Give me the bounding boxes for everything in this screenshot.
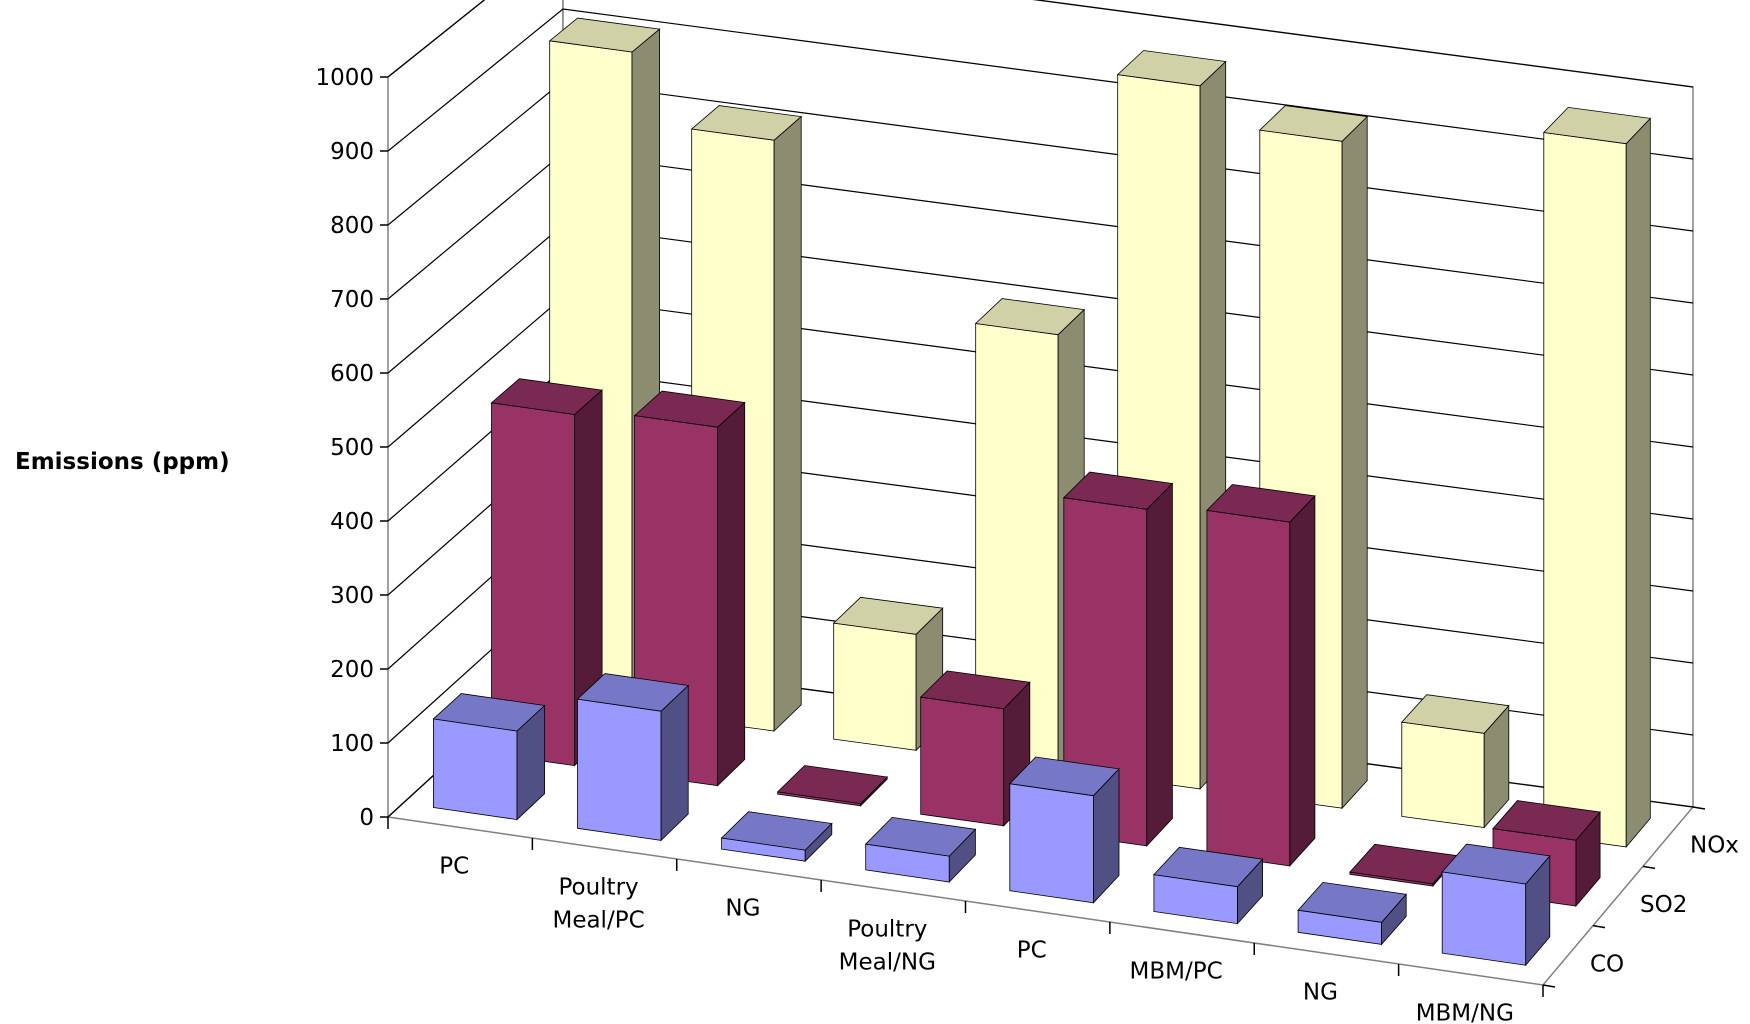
- bar-co-0: [432, 693, 546, 821]
- bar-top: [720, 811, 833, 851]
- bar-nox-2: [832, 596, 944, 752]
- bar-side: [1146, 482, 1173, 847]
- bar-front: [1009, 783, 1094, 904]
- x-tick-label-line: PC: [1017, 938, 1047, 964]
- y-tick-label: 600: [330, 361, 374, 387]
- bar-nox-7: [1542, 106, 1652, 848]
- bar-co-5: [1153, 846, 1264, 925]
- bar-top: [1258, 105, 1369, 142]
- gridline: [387, 8, 1694, 160]
- bar-side: [660, 684, 689, 842]
- bar-co-1: [576, 673, 690, 842]
- bar-front: [1543, 132, 1627, 848]
- x-tick-label: Poultry Meal/NG: [839, 917, 936, 976]
- bars: [432, 17, 1652, 967]
- bar-top: [1206, 484, 1316, 523]
- series-label-so2: SO2: [1640, 892, 1687, 918]
- bar-side: [717, 401, 746, 787]
- y-tick-labels: 0 100 200 300 400 500 600 700 800 900 1000: [315, 65, 374, 831]
- bar-front: [920, 696, 1005, 827]
- y-tick-label: 100: [330, 731, 374, 757]
- x-tick-label-line: MBM/PC: [1129, 959, 1222, 985]
- y-tick-label: 400: [330, 509, 374, 535]
- bar-top: [490, 378, 604, 415]
- bar-top: [1008, 756, 1120, 797]
- y-tick-label: 200: [330, 657, 374, 683]
- bar-front: [432, 718, 518, 821]
- bar-front: [577, 698, 662, 841]
- bar-top: [576, 673, 690, 712]
- x-tick-label: Poultry Meal/PC: [552, 875, 644, 934]
- x-tick-label-line: Poultry: [558, 875, 638, 901]
- bar-top: [1062, 471, 1174, 510]
- bar-top: [974, 298, 1086, 336]
- x-tick-label: PC: [439, 854, 469, 880]
- bar-top: [1116, 50, 1227, 87]
- bar-top: [432, 693, 546, 732]
- x-tick-label-line: NG: [725, 896, 760, 922]
- x-tick-labels: PC Poultry Meal/PC NG Poultry Meal/NG PC MBM/PC…: [439, 854, 1514, 1024]
- bar-side: [1625, 117, 1651, 848]
- x-tick-label-line: PC: [439, 854, 469, 880]
- series-label-nox: NOx: [1690, 833, 1739, 859]
- bar-co-6: [1297, 881, 1407, 946]
- bar-nox-6: [1400, 694, 1510, 829]
- bar-top: [548, 17, 661, 53]
- bar-co-3: [864, 816, 977, 883]
- z-tick-mark: [1542, 984, 1556, 988]
- x-tick-label: MBM/PC: [1129, 959, 1222, 985]
- bar-side: [773, 115, 802, 732]
- bar-top: [832, 596, 944, 635]
- bar-co-7: [1441, 843, 1551, 967]
- x-tick-label-line: MBM/NG: [1416, 1001, 1514, 1024]
- bar-top: [1297, 881, 1407, 923]
- bar-top: [1441, 843, 1551, 885]
- bar-so2-2: [776, 765, 889, 807]
- x-tick-label: NG: [725, 896, 760, 922]
- z-tick-mark: [1642, 865, 1656, 870]
- y-tick-label: 500: [330, 435, 374, 461]
- bar-side: [1289, 494, 1316, 867]
- y-tick-label: 900: [330, 139, 374, 165]
- bar-front: [1206, 509, 1291, 867]
- z-tick-mark: [1692, 806, 1706, 810]
- x-tick-label: PC: [1017, 938, 1047, 964]
- series-label-co: CO: [1590, 951, 1624, 977]
- y-tick-label: 1000: [315, 65, 374, 91]
- bar-co-2: [720, 811, 833, 863]
- z-tick-mark: [1592, 924, 1606, 929]
- bar-so2-0: [490, 378, 604, 767]
- x-tick-label: MBM/NG: [1416, 1001, 1514, 1024]
- bar-top: [1153, 846, 1264, 888]
- gridline: [387, 0, 1694, 88]
- bar-top: [633, 390, 746, 428]
- bar-top: [1542, 106, 1652, 145]
- series-depth-labels: CO SO2 NOx: [1590, 833, 1739, 978]
- bar-side: [1341, 115, 1368, 810]
- bar-co-4: [1008, 756, 1120, 904]
- bar-top: [864, 816, 977, 857]
- x-tick-label-line: Poultry: [847, 917, 927, 943]
- bar-top: [919, 670, 1031, 710]
- x-tick-label: NG: [1303, 980, 1338, 1006]
- x-tick-label-line: NG: [1303, 980, 1338, 1006]
- y-tick-label: 800: [330, 213, 374, 239]
- bar-top: [1400, 694, 1510, 734]
- y-axis-title: Emissions (ppm): [15, 449, 230, 475]
- bar-front: [833, 622, 917, 751]
- x-tick-label-line: Meal/PC: [552, 908, 644, 934]
- bar-top: [690, 105, 803, 141]
- y-tick-label: 300: [330, 583, 374, 609]
- bar-so2-5: [1206, 484, 1316, 867]
- bar-so2-4: [1062, 471, 1174, 847]
- y-tick-label: 0: [359, 805, 374, 831]
- bar-front: [1401, 721, 1485, 828]
- bar-front: [1441, 871, 1527, 966]
- y-tick-label: 700: [330, 287, 374, 313]
- bar-top: [776, 765, 889, 805]
- bar-top: [1492, 800, 1601, 841]
- x-tick-label-line: Meal/NG: [839, 950, 936, 976]
- axes: [380, 76, 1706, 997]
